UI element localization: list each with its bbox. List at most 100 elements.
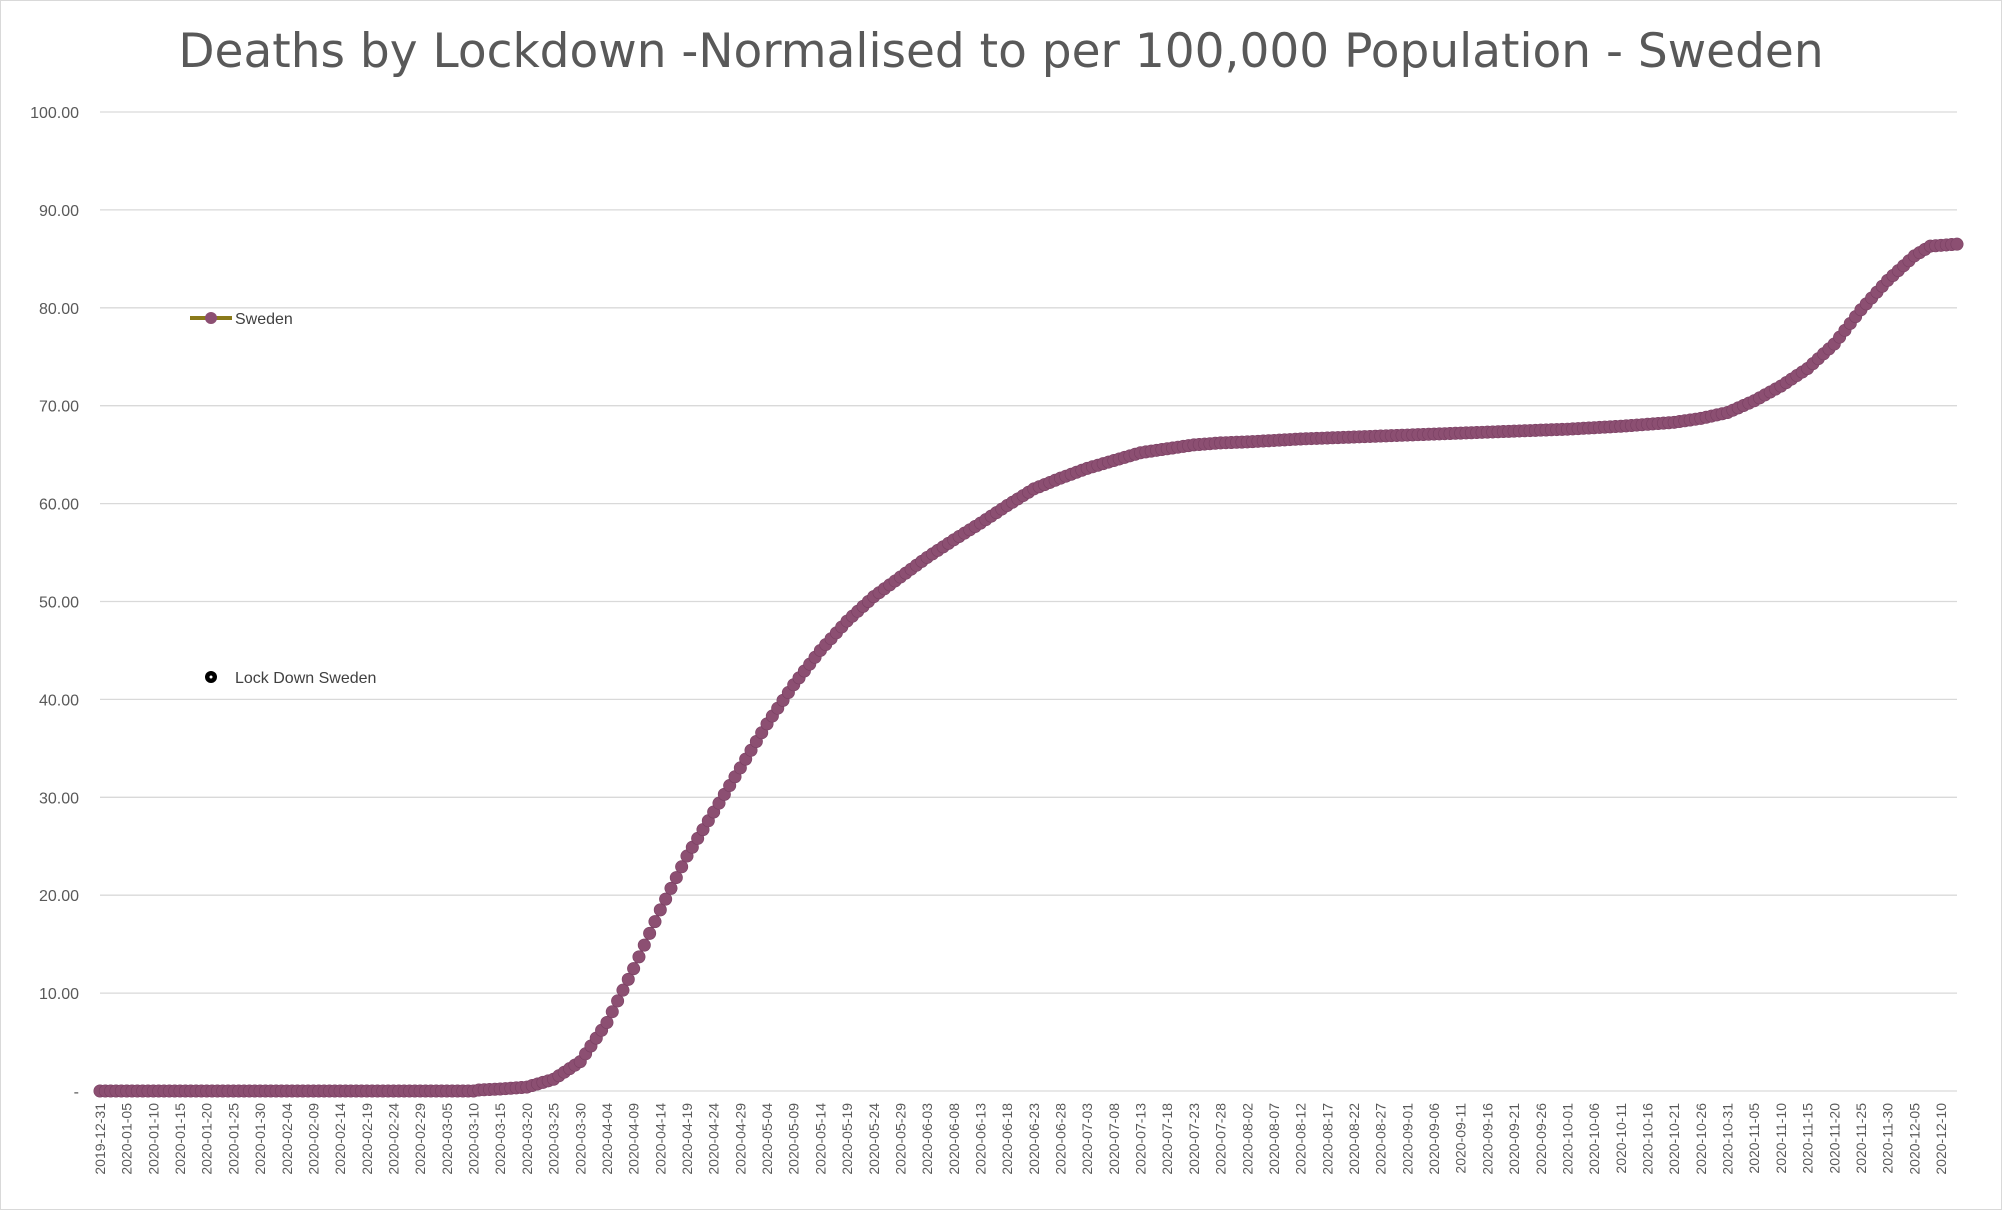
- x-tick-label: 2020-10-11: [1613, 1103, 1629, 1174]
- x-tick-label: 2020-02-19: [359, 1103, 375, 1175]
- x-tick-label: 2020-12-10: [1933, 1103, 1949, 1175]
- data-point-sweden: [664, 881, 678, 895]
- data-point-sweden: [605, 1005, 619, 1019]
- x-tick-label: 2020-09-01: [1399, 1103, 1415, 1175]
- data-point-sweden: [637, 938, 651, 952]
- x-tick-label: 2020-01-10: [145, 1103, 161, 1175]
- x-tick-label: 2020-02-29: [412, 1103, 428, 1175]
- data-point-sweden: [611, 994, 625, 1008]
- data-point-sweden: [600, 1015, 614, 1029]
- data-point-sweden: [621, 972, 635, 986]
- x-tick-label: 2020-02-24: [385, 1103, 401, 1175]
- x-tick-label: 2020-05-19: [839, 1103, 855, 1175]
- data-point-sweden: [648, 915, 662, 929]
- x-tick-label: 2020-08-02: [1239, 1103, 1255, 1175]
- x-tick-label: 2020-05-14: [812, 1103, 828, 1175]
- x-tick-label: 2020-10-06: [1586, 1103, 1602, 1175]
- x-tick-label: 2020-03-05: [439, 1103, 455, 1175]
- series-line-sweden: [100, 242, 1958, 1093]
- x-tick-label: 2020-04-24: [706, 1103, 722, 1175]
- x-tick-label: 2020-10-21: [1666, 1103, 1682, 1175]
- x-tick-label: 2020-09-16: [1479, 1103, 1495, 1175]
- x-tick-label: 2020-04-04: [599, 1103, 615, 1175]
- data-point-sweden: [616, 983, 630, 997]
- series-sweden: [93, 237, 1964, 1098]
- y-tick-label: 90.00: [39, 203, 79, 220]
- gridlines: [100, 111, 1957, 1092]
- x-tick-label: 2020-09-06: [1426, 1103, 1442, 1175]
- x-tick-label: 2020-01-20: [199, 1103, 215, 1175]
- x-tick-label: 2020-09-21: [1506, 1103, 1522, 1175]
- x-tick-label: 2020-11-05: [1746, 1103, 1762, 1174]
- x-tick-label: 2020-01-30: [252, 1103, 268, 1175]
- x-tick-label: 2020-08-17: [1319, 1103, 1335, 1175]
- x-tick-label: 2020-09-26: [1533, 1103, 1549, 1175]
- y-tick-label: 20.00: [39, 888, 79, 905]
- x-tick-label: 2020-11-25: [1853, 1103, 1869, 1174]
- chart-title: Deaths by Lockdown -Normalised to per 10…: [178, 24, 1823, 79]
- x-tick-label: 2020-03-15: [492, 1103, 508, 1175]
- y-tick-label: 10.00: [39, 986, 79, 1003]
- data-point-sweden: [643, 926, 657, 940]
- x-tick-label: 2020-03-30: [572, 1103, 588, 1175]
- legend-lockdown-label: Lock Down Sweden: [235, 670, 376, 687]
- x-tick-label: 2020-06-28: [1053, 1103, 1069, 1175]
- x-tick-label: 2020-06-13: [972, 1103, 988, 1175]
- y-tick-label: 100.00: [30, 105, 79, 122]
- legend-sweden-label: Sweden: [235, 311, 293, 328]
- x-tick-label: 2020-11-20: [1826, 1103, 1842, 1174]
- x-tick-label: 2020-12-05: [1906, 1103, 1922, 1175]
- x-tick-label: 2020-02-14: [332, 1103, 348, 1175]
- x-tick-label: 2020-03-10: [466, 1103, 482, 1175]
- x-tick-label: 2020-09-11: [1453, 1103, 1469, 1174]
- x-tick-label: 2020-01-05: [119, 1103, 135, 1175]
- x-tick-label: 2020-04-29: [732, 1103, 748, 1175]
- x-tick-label: 2020-07-03: [1079, 1103, 1095, 1175]
- x-tick-label: 2020-04-09: [626, 1103, 642, 1175]
- legend: Sweden Lock Down Sweden: [190, 311, 376, 687]
- x-tick-label: 2020-07-28: [1213, 1103, 1229, 1175]
- x-tick-label: 2020-02-09: [305, 1103, 321, 1175]
- y-tick-label: 70.00: [39, 399, 79, 416]
- x-tick-label: 2020-10-31: [1720, 1103, 1736, 1175]
- x-tick-label: 2020-07-23: [1186, 1103, 1202, 1175]
- data-point-sweden: [659, 892, 673, 906]
- y-tick-label: 80.00: [39, 301, 79, 318]
- x-tick-label: 2020-06-08: [946, 1103, 962, 1175]
- x-tick-label: 2020-04-14: [652, 1103, 668, 1175]
- data-point-sweden: [632, 950, 646, 964]
- x-tick-label: 2020-08-22: [1346, 1103, 1362, 1175]
- x-tick-label: 2020-11-30: [1880, 1103, 1896, 1174]
- y-tick-label: 30.00: [39, 790, 79, 807]
- x-tick-label: 2020-11-10: [1773, 1103, 1789, 1174]
- y-axis-ticks: - 10.00 20.00 30.00 40.00 50.00 60.00 70.00 80.0…: [30, 105, 79, 1101]
- x-tick-label: 2020-07-08: [1106, 1103, 1122, 1175]
- y-tick-label: 50.00: [39, 595, 79, 612]
- legend-lockdown-marker-center: [209, 675, 213, 679]
- data-point-sweden: [653, 903, 667, 917]
- x-tick-label: 2020-05-04: [759, 1103, 775, 1175]
- x-tick-label: 2020-05-09: [786, 1103, 802, 1175]
- y-tick-label: -: [74, 1084, 79, 1101]
- x-tick-label: 2020-01-15: [172, 1103, 188, 1175]
- x-tick-label: 2020-08-07: [1266, 1103, 1282, 1175]
- x-tick-label: 2020-11-15: [1800, 1103, 1816, 1174]
- x-tick-label: 2020-10-26: [1693, 1103, 1709, 1175]
- data-point-sweden: [675, 860, 689, 874]
- x-tick-label: 2020-06-23: [1026, 1103, 1042, 1175]
- y-tick-label: 60.00: [39, 497, 79, 514]
- x-tick-label: 2020-10-01: [1559, 1103, 1575, 1175]
- x-tick-label: 2020-03-20: [519, 1103, 535, 1175]
- x-tick-label: 2020-04-19: [679, 1103, 695, 1175]
- data-point-sweden: [669, 871, 683, 885]
- x-tick-label: 2020-08-12: [1293, 1103, 1309, 1175]
- x-tick-label: 2019-12-31: [92, 1103, 108, 1175]
- x-tick-label: 2020-05-24: [866, 1103, 882, 1175]
- x-tick-label: 2020-05-29: [892, 1103, 908, 1175]
- data-point-sweden: [1950, 237, 1964, 251]
- x-tick-label: 2020-03-25: [546, 1103, 562, 1175]
- data-point-sweden: [627, 962, 641, 976]
- x-tick-label: 2020-08-27: [1373, 1103, 1389, 1175]
